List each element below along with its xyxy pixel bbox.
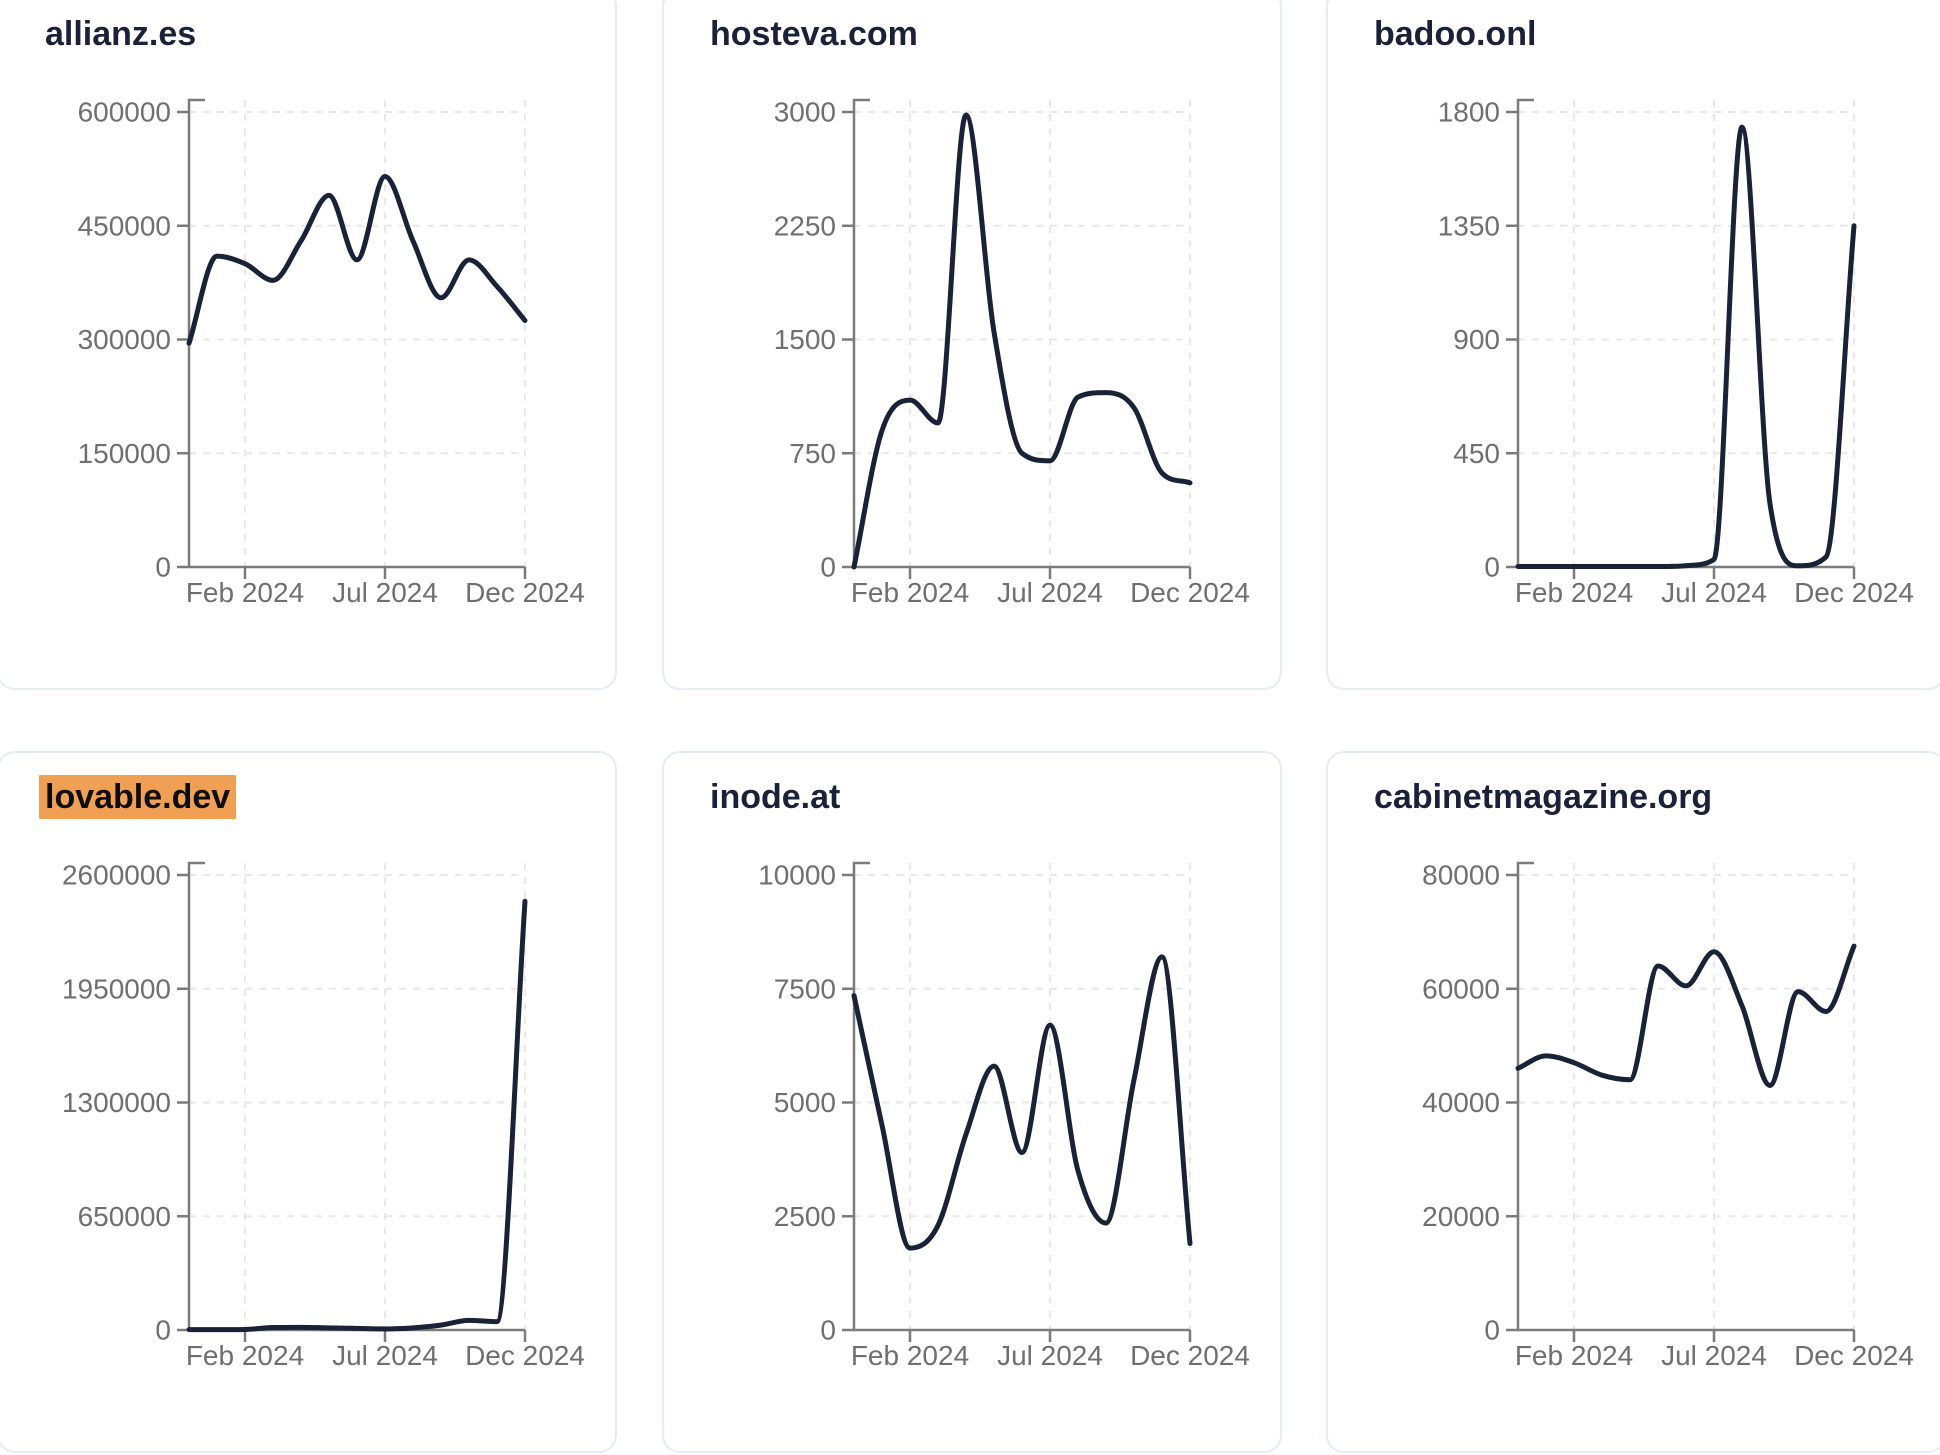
y-tick-label: 80000 bbox=[1422, 860, 1500, 891]
y-tick-label: 1800 bbox=[1438, 97, 1500, 128]
series-line bbox=[851, 954, 1193, 1251]
x-tick-label: Dec 2024 bbox=[1130, 577, 1250, 608]
chart-canvas: 0 750 1500 2250 3000 Feb 2024 Jul 2024 Dec 2024 bbox=[774, 97, 1250, 609]
y-tick-label: 0 bbox=[155, 552, 171, 583]
chart-card-5: inode.at 0 2500 5000 7500 10000 Feb 2024 Jul 2… bbox=[662, 751, 1282, 1453]
x-tick-label: Dec 2024 bbox=[465, 1340, 585, 1371]
y-tick-label: 750 bbox=[789, 438, 836, 469]
chart-title[interactable]: badoo.onl bbox=[1374, 14, 1542, 55]
x-tick-label: Feb 2024 bbox=[851, 577, 969, 608]
y-tick-label: 0 bbox=[820, 552, 836, 583]
y-tick-label: 2250 bbox=[774, 210, 836, 241]
chart-card-6: cabinetmagazine.org 0 20000 40000 60000 8000… bbox=[1326, 751, 1940, 1453]
x-tick-label: Dec 2024 bbox=[1794, 1340, 1914, 1371]
y-axis bbox=[187, 98, 525, 569]
chart-title-text: allianz.es bbox=[45, 15, 197, 53]
chart-title-text: hosteva.com bbox=[710, 15, 918, 53]
x-tick-label: Jul 2024 bbox=[1661, 1340, 1767, 1371]
series-line bbox=[1515, 943, 1857, 1088]
chart-card-2: hosteva.com 0 750 1500 2250 3000 Feb 2024 Jul … bbox=[662, 0, 1282, 690]
series-line bbox=[1515, 124, 1857, 569]
chart-title-text: badoo.onl bbox=[1374, 15, 1537, 53]
y-tick-label: 600000 bbox=[78, 97, 171, 128]
y-tick-label: 300000 bbox=[78, 324, 171, 355]
series-line bbox=[851, 112, 1193, 570]
chart-title[interactable]: allianz.es bbox=[45, 14, 202, 55]
y-tick-label: 3000 bbox=[774, 97, 836, 128]
series-line bbox=[186, 173, 528, 346]
x-tick-label: Jul 2024 bbox=[332, 1340, 438, 1371]
chart-title-text: inode.at bbox=[710, 778, 841, 816]
y-tick-label: 10000 bbox=[758, 860, 836, 891]
x-tick-label: Feb 2024 bbox=[1515, 577, 1633, 608]
y-tick-label: 20000 bbox=[1422, 1201, 1500, 1232]
chart-canvas: 0 150000 300000 450000 600000 Feb 2024 Jul 202… bbox=[78, 97, 585, 609]
chart-card-1: allianz.es 0 150000 300000 450000 600000 Feb … bbox=[0, 0, 617, 690]
chart-title[interactable]: cabinetmagazine.org bbox=[1374, 777, 1718, 818]
y-tick-label: 40000 bbox=[1422, 1087, 1500, 1118]
y-tick-label: 1300000 bbox=[62, 1087, 171, 1118]
y-axis bbox=[1516, 861, 1854, 1332]
x-tick-label: Dec 2024 bbox=[465, 577, 585, 608]
chart-title-text: lovable.dev bbox=[39, 775, 237, 819]
chart-title[interactable]: inode.at bbox=[710, 777, 846, 818]
y-axis bbox=[852, 98, 1190, 569]
chart-title[interactable]: hosteva.com bbox=[710, 14, 924, 55]
y-axis bbox=[187, 861, 525, 1332]
y-tick-label: 150000 bbox=[78, 438, 171, 469]
y-tick-label: 0 bbox=[155, 1315, 171, 1346]
y-tick-label: 0 bbox=[1484, 1315, 1500, 1346]
y-axis bbox=[852, 861, 1190, 1332]
x-tick-label: Feb 2024 bbox=[851, 1340, 969, 1371]
x-tick-label: Dec 2024 bbox=[1130, 1340, 1250, 1371]
y-tick-label: 1950000 bbox=[62, 973, 171, 1004]
x-tick-label: Jul 2024 bbox=[997, 1340, 1103, 1371]
x-tick-label: Jul 2024 bbox=[1661, 577, 1767, 608]
x-tick-label: Feb 2024 bbox=[186, 1340, 304, 1371]
y-tick-label: 0 bbox=[1484, 552, 1500, 583]
chart-canvas: 0 450 900 1350 1800 Feb 2024 Jul 2024 Dec 2024 bbox=[1438, 97, 1914, 609]
y-tick-label: 900 bbox=[1453, 324, 1500, 355]
y-tick-label: 2500 bbox=[774, 1201, 836, 1232]
series-line bbox=[186, 898, 528, 1333]
x-tick-label: Dec 2024 bbox=[1794, 577, 1914, 608]
x-tick-label: Jul 2024 bbox=[997, 577, 1103, 608]
chart-canvas: 0 650000 1300000 1950000 2600000 Feb 2024 Jul … bbox=[62, 860, 585, 1372]
chart-canvas: 0 20000 40000 60000 80000 Feb 2024 Jul 2024 Dec… bbox=[1422, 860, 1914, 1372]
y-tick-label: 650000 bbox=[78, 1201, 171, 1232]
chart-title-text: cabinetmagazine.org bbox=[1374, 778, 1713, 816]
y-tick-label: 7500 bbox=[774, 973, 836, 1004]
y-tick-label: 0 bbox=[820, 1315, 836, 1346]
x-tick-label: Jul 2024 bbox=[332, 577, 438, 608]
y-axis bbox=[1516, 98, 1854, 569]
y-tick-label: 2600000 bbox=[62, 860, 171, 891]
y-tick-label: 450000 bbox=[78, 210, 171, 241]
x-tick-label: Feb 2024 bbox=[1515, 1340, 1633, 1371]
y-tick-label: 60000 bbox=[1422, 973, 1500, 1004]
y-tick-label: 1500 bbox=[774, 324, 836, 355]
chart-canvas: 0 2500 5000 7500 10000 Feb 2024 Jul 2024 Dec 20… bbox=[758, 860, 1250, 1372]
x-tick-label: Feb 2024 bbox=[186, 577, 304, 608]
y-tick-label: 1350 bbox=[1438, 210, 1500, 241]
chart-card-3: badoo.onl 0 450 900 1350 1800 Feb 2024 Jul 202… bbox=[1326, 0, 1940, 690]
y-tick-label: 450 bbox=[1453, 438, 1500, 469]
chart-card-4: lovable.dev 0 650000 1300000 1950000 2600000… bbox=[0, 751, 617, 1453]
y-tick-label: 5000 bbox=[774, 1087, 836, 1118]
chart-title[interactable]: lovable.dev bbox=[39, 775, 237, 819]
